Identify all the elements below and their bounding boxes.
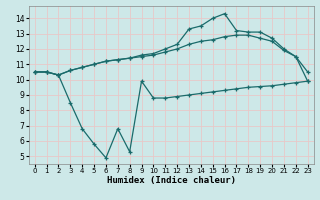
- X-axis label: Humidex (Indice chaleur): Humidex (Indice chaleur): [107, 176, 236, 185]
